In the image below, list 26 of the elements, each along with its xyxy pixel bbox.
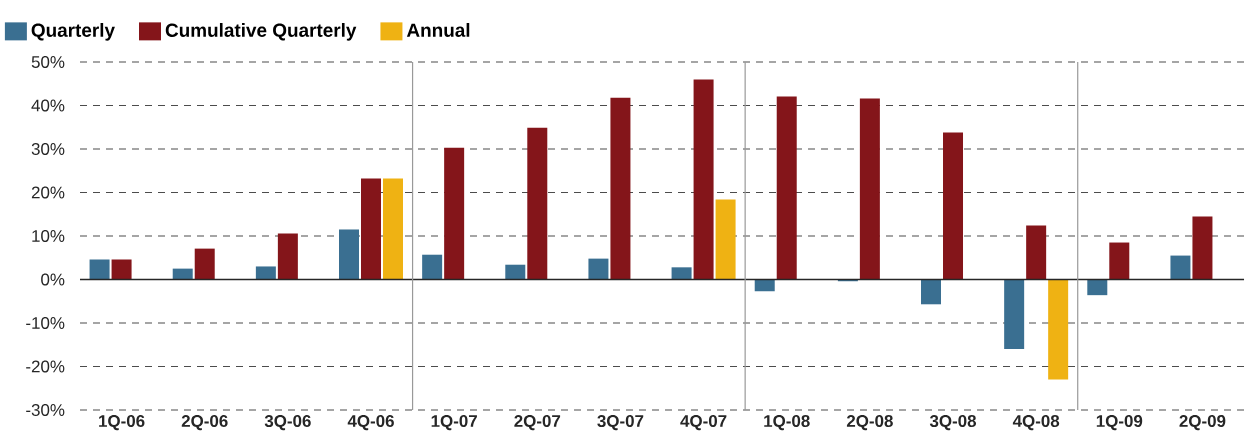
x-tick-label: 3Q-06 (264, 415, 311, 431)
legend-label: Quarterly (31, 23, 115, 41)
x-tick-label: 3Q-07 (597, 415, 644, 431)
x-tick-label: 1Q-09 (1096, 415, 1143, 431)
y-tick-label: 0% (41, 273, 65, 286)
y-tick-label: 40% (31, 99, 65, 112)
y-tick-label: -20% (26, 360, 65, 373)
legend-label: Annual (406, 23, 470, 37)
x-tick-label: 1Q-08 (764, 415, 810, 431)
y-tick-label: -10% (26, 317, 65, 329)
y-tick-label: 20% (31, 186, 65, 199)
x-tick-label: 3Q-08 (929, 415, 977, 431)
x-tick-label: 4Q-06 (347, 415, 394, 431)
y-tick-label: 10% (32, 230, 65, 242)
x-tick-label: 1Q-07 (431, 415, 477, 431)
y-tick-label: 30% (31, 143, 65, 155)
x-tick-label: 2Q-06 (181, 415, 228, 431)
x-tick-label: 2Q-07 (514, 415, 561, 431)
legend-label: Cumulative Quarterly (165, 23, 357, 41)
x-tick-label: 1Q-06 (99, 415, 145, 431)
y-tick-label: 50% (31, 56, 65, 68)
x-tick-label: 2Q-09 (1179, 415, 1226, 431)
x-tick-label: 4Q-08 (1012, 415, 1060, 431)
x-tick-label: 4Q-07 (680, 415, 727, 431)
y-tick-label: -30% (26, 404, 65, 416)
x-tick-label: 2Q-08 (846, 415, 893, 431)
